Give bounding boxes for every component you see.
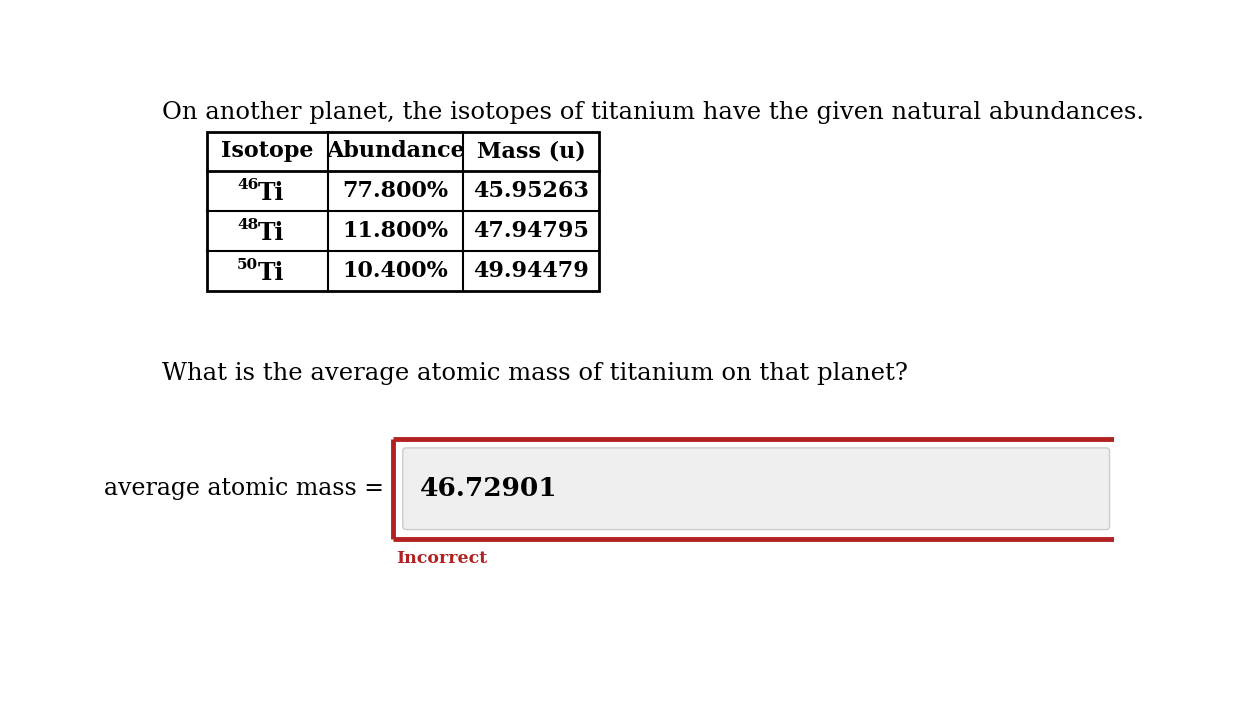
Text: 46: 46 [236, 178, 259, 192]
Bar [208, 132, 599, 291]
Text: 48: 48 [236, 218, 259, 232]
Bar [395, 440, 1114, 537]
Text: Ti: Ti [258, 181, 284, 205]
Text: Isotope: Isotope [222, 141, 313, 163]
Text: 11.800%: 11.800% [343, 220, 448, 241]
Text: What is the average atomic mass of titanium on that planet?: What is the average atomic mass of titan… [162, 362, 909, 384]
Text: Abundance: Abundance [326, 141, 464, 163]
Text: 50: 50 [238, 258, 259, 272]
Text: 77.800%: 77.800% [343, 180, 448, 202]
Text: 45.95263: 45.95263 [473, 180, 589, 202]
Text: Ti: Ti [258, 221, 284, 245]
Text: 47.94795: 47.94795 [473, 220, 589, 241]
Text: 10.400%: 10.400% [343, 260, 448, 282]
Text: average atomic mass =: average atomic mass = [104, 477, 384, 501]
Text: 49.94479: 49.94479 [473, 260, 589, 282]
Text: 46.72901: 46.72901 [420, 476, 557, 501]
Text: Incorrect: Incorrect [396, 550, 488, 567]
Text: Ti: Ti [258, 261, 284, 285]
Text: Mass (u): Mass (u) [477, 141, 586, 163]
Text: On another planet, the isotopes of titanium have the given natural abundances.: On another planet, the isotopes of titan… [162, 101, 1144, 125]
FancyBboxPatch shape [402, 448, 1109, 529]
